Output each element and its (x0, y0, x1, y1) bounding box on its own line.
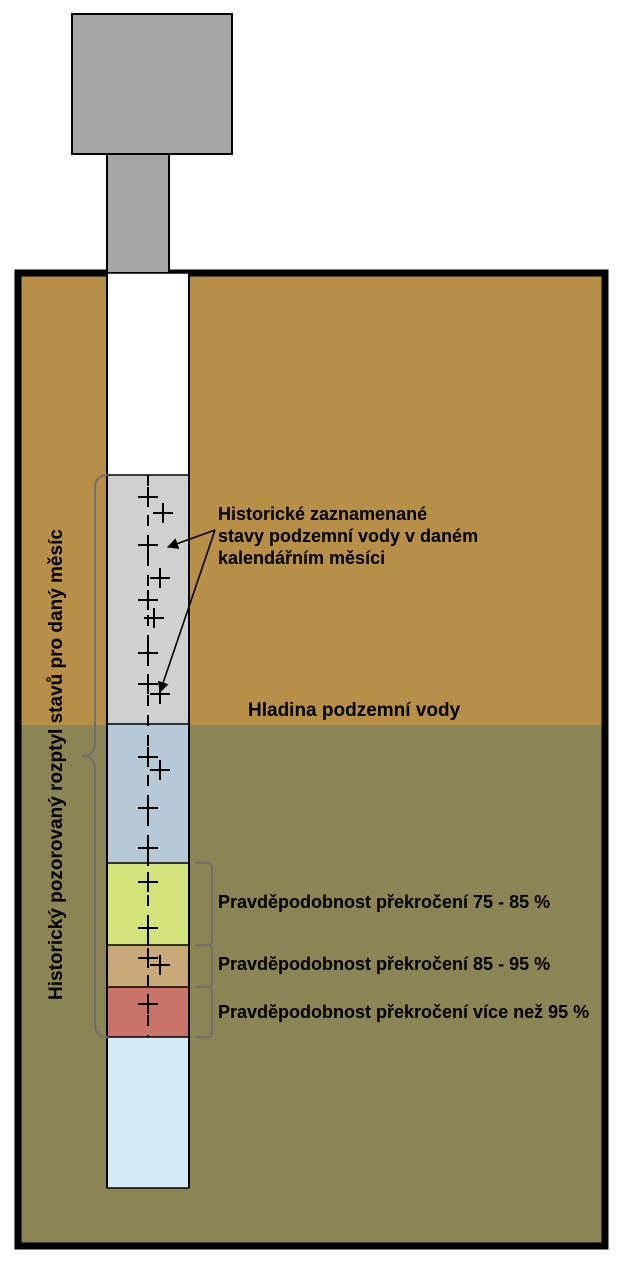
label-band-0: Pravděpodobnost překročení 75 - 85 % (218, 892, 550, 912)
label-band-2: Pravděpodobnost překročení více než 95 % (218, 1002, 589, 1022)
label-historical-range: Historický pozorovaný rozptyl stavů pro … (46, 529, 67, 1000)
label-band-1: Pravděpodobnost překročení 85 - 95 % (218, 954, 550, 974)
label-crosses-note: Historické zaznamenané (218, 504, 427, 524)
well-diagram: Historický pozorovaný rozptyl stavů pro … (0, 0, 623, 1264)
label-crosses-note: kalendářním měsíci (218, 548, 385, 568)
label-crosses-note: stavy podzemní vody v daném (218, 526, 478, 546)
borehole (107, 273, 189, 1188)
label-water-table: Hladina podzemní vody (248, 700, 461, 721)
